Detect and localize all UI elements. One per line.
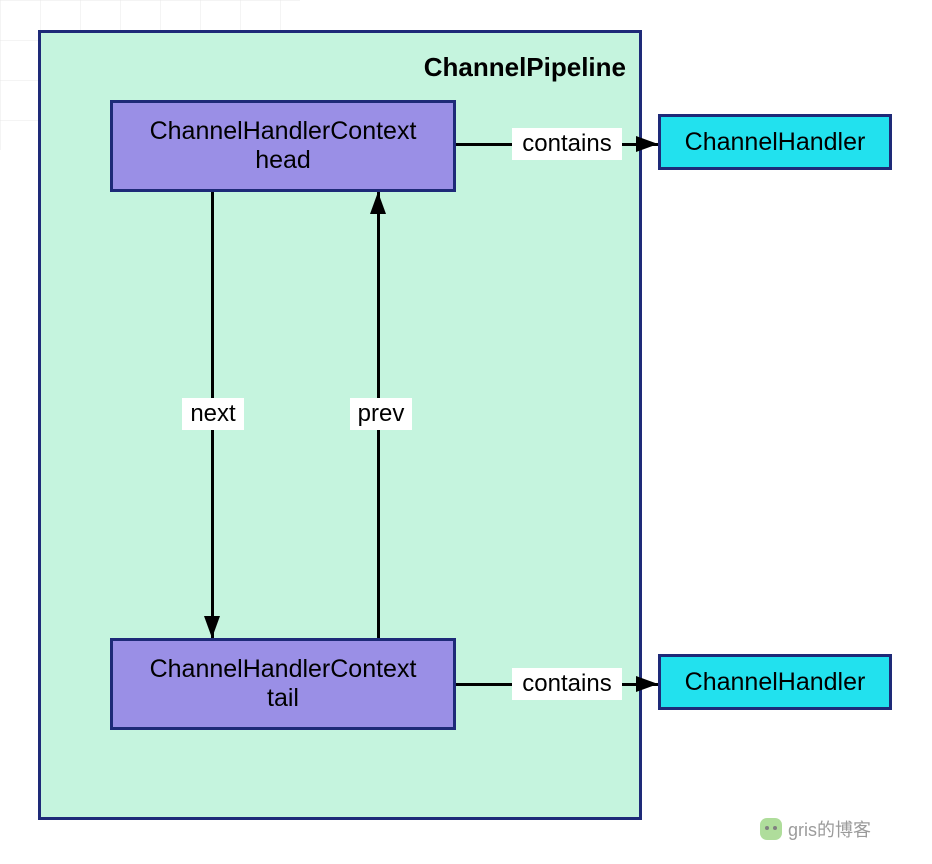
edge-next-label: next bbox=[182, 398, 244, 430]
edge-contains-bottom-label: contains bbox=[512, 668, 622, 700]
node-handler-top: ChannelHandler bbox=[658, 114, 892, 170]
node-head-label: ChannelHandlerContext head bbox=[150, 117, 417, 175]
watermark-text: gris的博客 bbox=[788, 816, 871, 842]
node-tail: ChannelHandlerContext tail bbox=[110, 638, 456, 730]
diagram-canvas: ChannelPipeline ChannelHandlerContext he… bbox=[0, 0, 932, 864]
node-handler-bottom: ChannelHandler bbox=[658, 654, 892, 710]
edge-contains-top-label: contains bbox=[512, 128, 622, 160]
node-handler-bottom-label: ChannelHandler bbox=[685, 668, 866, 697]
wechat-icon bbox=[760, 818, 782, 840]
node-handler-top-label: ChannelHandler bbox=[685, 128, 866, 157]
watermark: gris的博客 bbox=[760, 816, 871, 842]
node-head: ChannelHandlerContext head bbox=[110, 100, 456, 192]
node-tail-label: ChannelHandlerContext tail bbox=[150, 655, 417, 713]
edge-prev-label: prev bbox=[350, 398, 412, 430]
pipeline-title: ChannelPipeline bbox=[420, 50, 630, 85]
